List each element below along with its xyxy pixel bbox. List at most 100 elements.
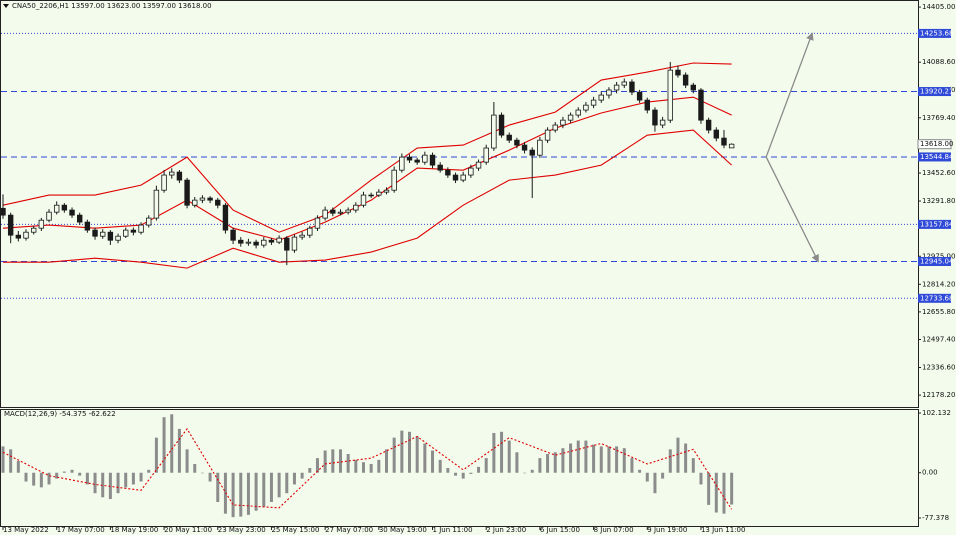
candle-body <box>414 159 420 163</box>
y-tick-label: 12178.20 <box>922 391 955 399</box>
x-tick-label: 13 May 2022 <box>3 526 49 534</box>
level-label: 13920.21 <box>920 88 953 96</box>
candle-body <box>659 119 666 126</box>
macd-bar <box>269 472 273 502</box>
macd-bar <box>615 446 619 473</box>
menu-triangle <box>3 4 9 8</box>
candle-body <box>629 81 635 93</box>
macd-bar <box>515 452 519 473</box>
macd-bar <box>47 472 51 485</box>
macd-bar <box>147 469 151 473</box>
macd-bar <box>292 472 296 485</box>
macd-bar <box>85 472 89 485</box>
candle-body <box>583 104 589 111</box>
candle-body <box>169 171 175 176</box>
macd-title: MACD(12,26,9) -54.375 -62.622 <box>4 410 116 418</box>
macd-bar <box>338 449 342 473</box>
macd-bar <box>553 452 557 473</box>
candle-body <box>276 237 282 243</box>
y-tick-label: 14088.60 <box>922 58 955 66</box>
macd-bar <box>361 462 365 473</box>
candle-body <box>498 114 505 136</box>
candle-body <box>475 161 482 169</box>
y-tick-label: 12655.80 <box>922 308 955 316</box>
macd-bar <box>1 446 5 473</box>
macd-bar <box>599 446 603 473</box>
macd-bar <box>193 463 197 473</box>
chart-title: CNA50_2206,H1 13597.00 13623.00 13597.00… <box>12 2 212 10</box>
y-tick-label: 12975.00 <box>922 252 955 260</box>
macd-bar <box>523 472 527 474</box>
macd-bar <box>55 472 59 479</box>
candle-body <box>636 91 643 101</box>
macd-bar <box>354 459 358 473</box>
candle-body <box>245 241 252 244</box>
y-tick-label: 12814.20 <box>922 280 955 288</box>
macd-bar <box>231 472 235 518</box>
candle-body <box>537 139 543 156</box>
macd-bar <box>500 431 504 473</box>
level-label-box <box>918 256 951 266</box>
macd-bar <box>668 449 672 473</box>
macd-bar <box>461 472 465 479</box>
candle-body <box>330 209 336 214</box>
candle-body <box>138 224 144 233</box>
candle-body <box>307 227 313 236</box>
macd-bar <box>707 472 711 505</box>
macd-bar <box>162 417 166 473</box>
candle-body <box>123 229 129 237</box>
macd-bar <box>239 472 243 517</box>
macd-bar <box>101 472 105 498</box>
candle-body <box>621 81 627 86</box>
x-tick-label: 17 May 07:00 <box>57 526 105 534</box>
macd-bar <box>484 458 488 473</box>
macd-bar <box>300 472 304 479</box>
macd-bar <box>262 472 266 507</box>
macd-bar <box>78 472 82 476</box>
macd-bar <box>170 414 174 473</box>
y-tick-label: 14405.00 <box>922 3 955 11</box>
candle-body <box>337 211 344 214</box>
macd-bar <box>592 444 596 473</box>
bollinger-middle <box>2 96 732 241</box>
macd-bar <box>154 437 158 473</box>
candle-body <box>452 174 459 181</box>
macd-bar <box>216 472 220 502</box>
level-label: 13157.84 <box>920 220 954 228</box>
candle-body <box>506 134 512 141</box>
level-label-box <box>918 219 951 229</box>
bollinger-upper <box>2 62 732 233</box>
candle-body <box>422 154 428 163</box>
candle-body <box>222 204 229 231</box>
level-label-box <box>918 87 951 97</box>
candle-body <box>146 217 152 226</box>
macd-bar <box>714 472 718 513</box>
y-tick-label: -77.378 <box>922 514 949 522</box>
candle-body <box>437 164 443 171</box>
candle-body <box>253 241 259 246</box>
candle-body <box>261 239 267 246</box>
candle-body <box>176 171 183 181</box>
macd-bar <box>185 449 189 473</box>
candle-body <box>15 234 22 239</box>
x-tick-label: 20 May 11:00 <box>164 526 212 534</box>
x-tick-label: 23 May 23:00 <box>218 526 266 534</box>
macd-bar <box>446 468 450 473</box>
x-tick-label: 13 Jun 11:00 <box>701 526 745 534</box>
candle-body <box>521 144 528 151</box>
candle-body <box>0 207 6 216</box>
candle-body <box>529 149 535 156</box>
candle-body <box>284 237 290 251</box>
candle-body <box>368 194 374 197</box>
macd-bar <box>32 472 36 486</box>
level-label: 12733.68 <box>920 294 953 302</box>
x-tick-label: 2 Jun 23:00 <box>486 526 526 534</box>
candle-body <box>314 217 321 229</box>
macd-bar <box>653 472 657 494</box>
projection-up <box>765 32 814 158</box>
macd-bar <box>576 440 580 473</box>
level-label: 12945.04 <box>920 257 954 265</box>
macd-bar <box>477 466 481 473</box>
